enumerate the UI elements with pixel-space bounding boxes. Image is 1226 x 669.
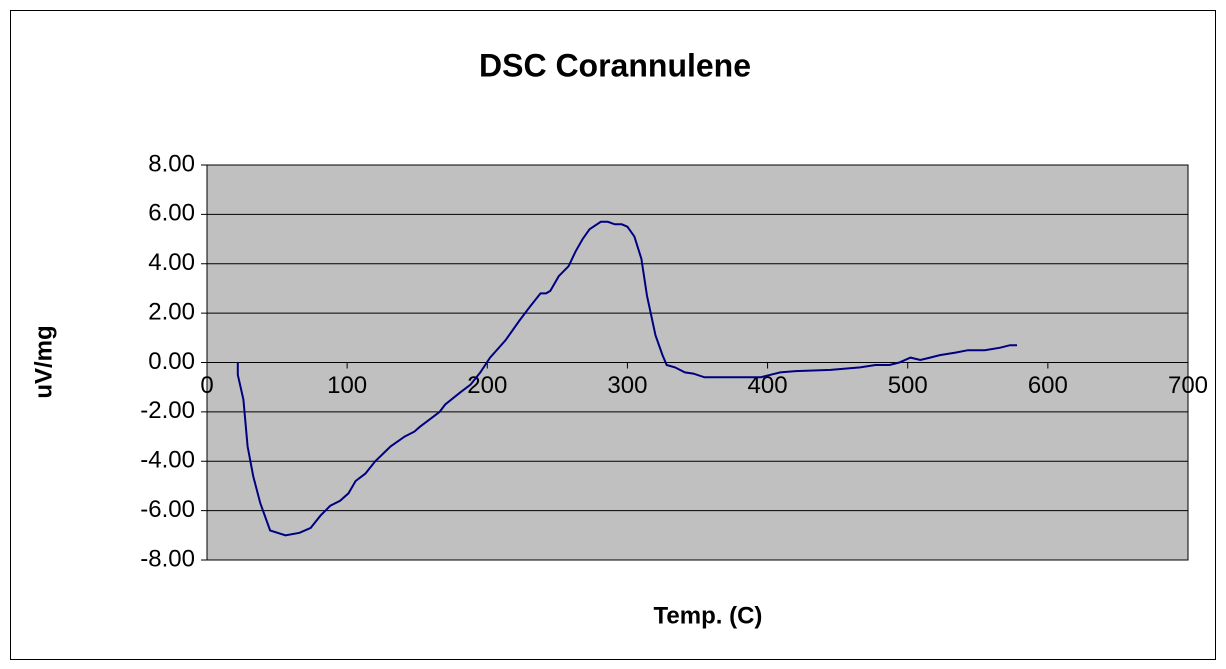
y-tick-label: -4.00 bbox=[140, 447, 195, 474]
y-tick-label: 4.00 bbox=[148, 249, 195, 276]
chart-title: DSC Corannulene bbox=[479, 47, 751, 83]
x-tick-label: 500 bbox=[888, 372, 928, 399]
y-axis-label: uV/mg bbox=[30, 325, 57, 398]
x-tick-label: 600 bbox=[1028, 372, 1068, 399]
y-tick-label: -8.00 bbox=[140, 545, 195, 572]
y-tick-label: 8.00 bbox=[148, 150, 195, 177]
y-tick-label: 2.00 bbox=[148, 298, 195, 325]
data-line bbox=[236, 220, 1017, 537]
y-tick-label: -2.00 bbox=[140, 397, 195, 424]
x-tick-label: 100 bbox=[327, 372, 367, 399]
x-tick-label: 200 bbox=[467, 372, 507, 399]
y-tick-label: 0.00 bbox=[148, 348, 195, 375]
x-tick-label: 0 bbox=[200, 372, 213, 399]
y-tick-label: -6.00 bbox=[140, 496, 195, 523]
x-axis-label: Temp. (C) bbox=[654, 602, 763, 629]
x-tick-label: 300 bbox=[607, 372, 647, 399]
x-tick-label: 700 bbox=[1168, 372, 1208, 399]
y-tick-label: 6.00 bbox=[148, 200, 195, 227]
